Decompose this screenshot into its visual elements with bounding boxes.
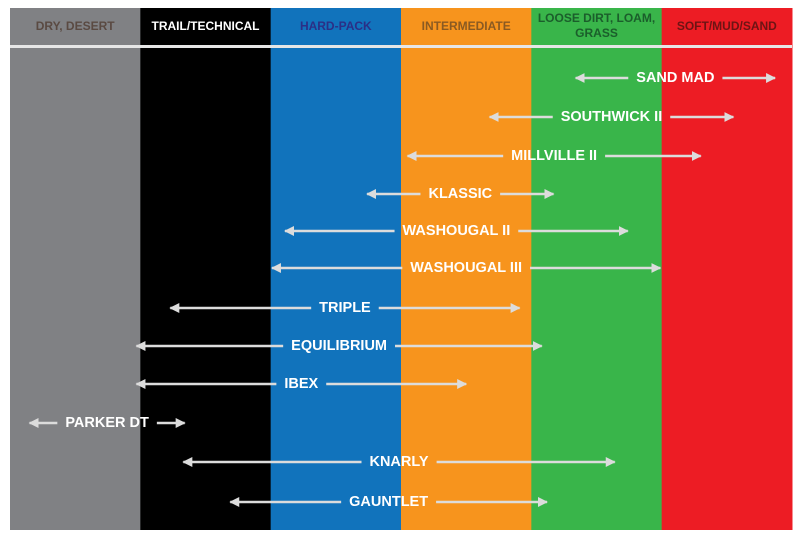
terrain-column <box>401 8 532 530</box>
tire-label: IBEX <box>284 376 318 392</box>
tire-label: KNARLY <box>369 454 428 470</box>
tire-label: MILLVILLE II <box>511 148 597 164</box>
tire-label: SOUTHWICK II <box>561 109 663 125</box>
column-header: SOFT/MUD/SAND <box>677 19 777 33</box>
terrain-column <box>10 8 141 530</box>
tire-label: WASHOUGAL II <box>403 223 511 239</box>
column-header: TRAIL/TECHNICAL <box>152 19 260 33</box>
tire-label: SAND MAD <box>636 70 714 86</box>
column-header: INTERMEDIATE <box>422 19 511 33</box>
tire-label: EQUILIBRIUM <box>291 338 387 354</box>
tire-label: GAUNTLET <box>349 494 428 510</box>
tire-label: PARKER DT <box>65 415 149 431</box>
tire-label: KLASSIC <box>428 186 492 202</box>
tire-label: WASHOUGAL III <box>410 260 522 276</box>
tire-label: TRIPLE <box>319 300 371 316</box>
column-header: LOOSE DIRT, LOAM, GRASS <box>538 11 655 40</box>
column-header: DRY, DESERT <box>36 19 116 33</box>
column-header: HARD-PACK <box>300 19 372 33</box>
header-divider <box>10 45 792 48</box>
terrain-column <box>661 8 793 530</box>
terrain-column <box>140 8 272 530</box>
